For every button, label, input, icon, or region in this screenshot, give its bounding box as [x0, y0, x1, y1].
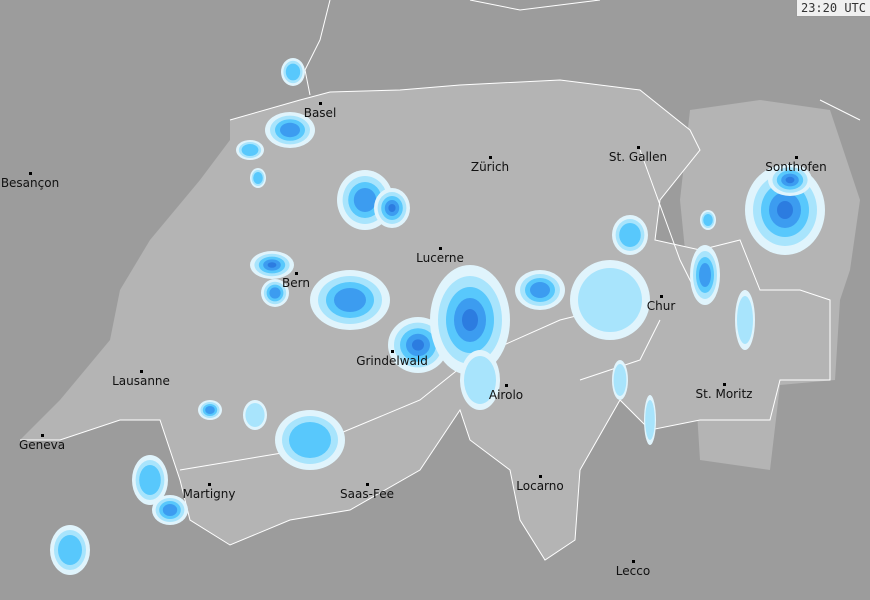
rain-cell — [58, 535, 82, 565]
rain-cell — [267, 262, 277, 268]
city-marker — [795, 156, 798, 159]
rain-cell — [353, 188, 377, 212]
city-label: Basel — [303, 106, 337, 120]
city-label: Lecco — [615, 564, 651, 578]
city-label: Saas-Fee — [340, 487, 394, 501]
city-label: Airolo — [488, 388, 524, 402]
timestamp-label: 23:20 UTC — [795, 0, 870, 17]
rain-cell — [777, 201, 793, 219]
city-marker — [295, 272, 298, 275]
city-label: St. Gallen — [608, 150, 668, 164]
city-marker — [208, 483, 211, 486]
rain-cell — [703, 214, 713, 226]
rain-cell — [139, 465, 161, 495]
rain-cell — [530, 282, 550, 298]
city-label: Sonthofen — [765, 160, 827, 174]
city-marker — [41, 434, 44, 437]
rain-cell — [253, 172, 263, 184]
city-label: Locarno — [516, 479, 564, 493]
city-marker — [637, 146, 640, 149]
rain-cell — [578, 268, 642, 332]
rain-cell — [280, 122, 300, 138]
city-label: Martigny — [182, 487, 236, 501]
city-marker — [632, 560, 635, 563]
rain-cell — [737, 296, 753, 344]
city-marker — [29, 172, 32, 175]
city-marker — [439, 247, 442, 250]
precipitation-layer — [50, 58, 825, 575]
city-marker — [366, 483, 369, 486]
rain-cell — [613, 364, 627, 396]
rain-cell — [388, 204, 396, 212]
rain-cell — [289, 422, 331, 458]
city-label: Lucerne — [416, 251, 464, 265]
rain-cell — [241, 144, 259, 156]
rain-cell — [464, 356, 496, 404]
rain-cell — [285, 63, 301, 81]
rain-cell — [462, 309, 478, 331]
rain-cell — [785, 176, 795, 184]
city-marker — [391, 350, 394, 353]
city-label: Besançon — [0, 176, 60, 190]
city-label: Lausanne — [112, 374, 170, 388]
city-label: Zürich — [470, 160, 510, 174]
rain-cell — [162, 504, 178, 516]
rain-cell — [245, 403, 265, 427]
rain-cell — [334, 288, 366, 312]
city-marker — [660, 295, 663, 298]
city-marker — [319, 102, 322, 105]
rain-cell — [645, 400, 655, 440]
city-marker — [505, 384, 508, 387]
city-label: Grindelwald — [356, 354, 428, 368]
rain-cell — [412, 339, 424, 351]
rain-cell — [619, 223, 641, 247]
rain-cell — [205, 406, 215, 414]
rain-cell — [269, 287, 281, 299]
city-marker — [539, 475, 542, 478]
city-marker — [489, 156, 492, 159]
rain-cell — [699, 263, 711, 287]
city-marker — [140, 370, 143, 373]
city-label: St. Moritz — [695, 387, 753, 401]
city-label: Chur — [646, 299, 676, 313]
city-label: Geneva — [18, 438, 66, 452]
city-label: Bern — [282, 276, 310, 290]
city-marker — [723, 383, 726, 386]
